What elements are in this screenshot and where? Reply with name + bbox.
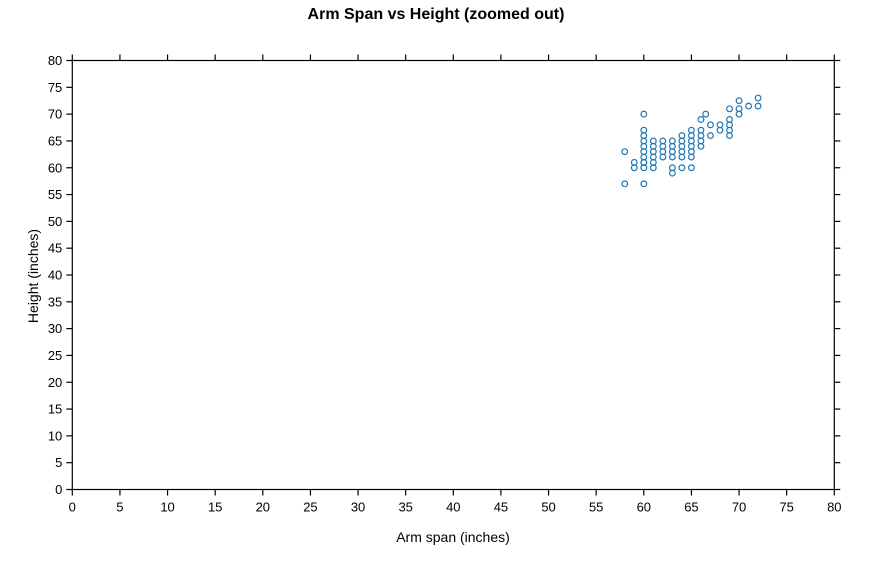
x-tick-label: 25 [303,500,317,515]
x-tick-label: 5 [116,500,123,515]
y-tick-label: 15 [48,402,62,417]
y-tick-label: 50 [48,214,62,229]
data-point [726,132,733,140]
data-point [745,102,753,110]
x-tick-label: 45 [494,500,508,515]
y-tick-label: 25 [48,348,62,363]
data-point [687,153,695,161]
x-tick-label: 55 [589,500,603,515]
data-point [640,110,648,118]
x-tick-label: 40 [446,500,460,515]
data-point [678,164,686,172]
x-tick-label: 80 [827,500,841,515]
y-tick-label: 20 [48,375,62,390]
data-point [678,153,686,161]
data-point [640,164,648,172]
x-tick-label: 35 [398,500,412,515]
data-point [668,153,676,161]
data-point [621,180,629,188]
data-point [702,110,710,118]
x-tick-label: 65 [684,500,698,515]
data-point [630,164,638,172]
data-point [697,116,705,123]
y-tick-label: 75 [48,80,62,95]
x-tick-label: 30 [351,500,365,515]
y-tick-label: 10 [48,428,62,443]
y-tick-label: 80 [48,53,62,68]
plot-frame [71,59,835,491]
y-tick-label: 5 [55,455,62,470]
y-tick-label: 45 [48,241,62,256]
data-point [735,105,743,113]
data-point [735,97,743,105]
y-tick-label: 30 [48,321,62,336]
data-point [687,164,695,172]
data-point [707,132,714,140]
x-tick-label: 50 [541,500,555,515]
chart-title: Arm Span vs Height (zoomed out) [307,6,565,23]
y-tick-label: 40 [48,268,62,283]
data-point [697,142,705,150]
x-axis-label: Arm span (inches) [396,529,510,545]
x-tick-label: 10 [160,500,174,515]
x-tick-label: 60 [637,500,651,515]
x-tick-label: 15 [208,500,222,515]
x-tick-label: 20 [256,500,270,515]
data-point [726,105,733,113]
data-point [716,126,724,134]
y-tick-label: 0 [55,482,62,497]
data-point [754,102,762,110]
data-point [640,180,648,188]
data-point [754,94,762,102]
data-point [668,169,676,177]
y-tick-label: 35 [48,294,62,309]
y-axis-label: Height (inches) [25,228,41,324]
y-tick-label: 60 [48,160,62,175]
x-tick-label: 70 [732,500,746,515]
data-point [621,148,629,156]
data-point [649,164,657,172]
x-tick-label: 75 [779,500,793,515]
data-point [659,153,667,161]
x-tick-label: 0 [69,500,76,515]
y-tick-label: 55 [48,187,62,202]
y-tick-label: 65 [48,133,62,148]
data-point [707,121,714,129]
y-tick-label: 70 [48,107,62,122]
